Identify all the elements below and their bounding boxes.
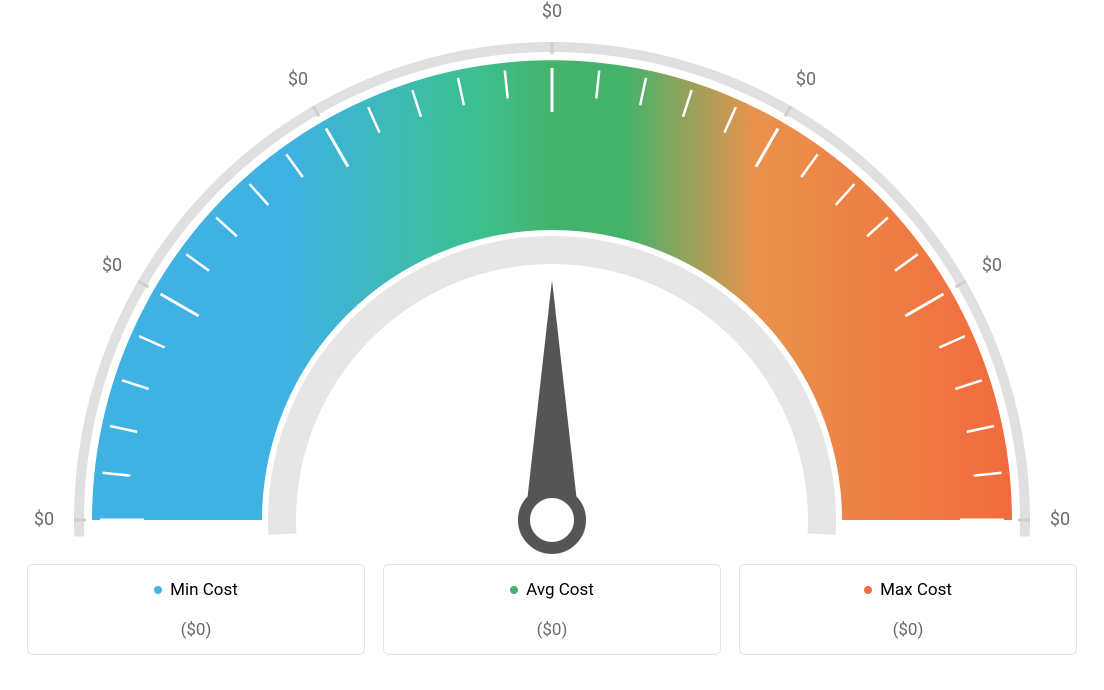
legend-dot-max — [864, 586, 872, 594]
legend-card-avg: Avg Cost ($0) — [383, 564, 721, 655]
legend-dot-min — [154, 586, 162, 594]
gauge-needle-hub — [524, 492, 580, 548]
legend-dot-avg — [510, 586, 518, 594]
legend-title-avg: Avg Cost — [510, 580, 594, 600]
gauge-scale-label: $0 — [542, 1, 562, 22]
legend-label-max: Max Cost — [880, 580, 952, 600]
legend-value-min: ($0) — [38, 620, 354, 640]
gauge-scale-label: $0 — [982, 255, 1002, 276]
cost-gauge: $0 $0 $0 $0 $0 $0 $0 — [0, 0, 1104, 560]
legend-row: Min Cost ($0) Avg Cost ($0) Max Cost ($0… — [27, 564, 1077, 655]
legend-value-avg: ($0) — [394, 620, 710, 640]
legend-card-min: Min Cost ($0) — [27, 564, 365, 655]
gauge-scale-label: $0 — [102, 255, 122, 276]
gauge-scale-label: $0 — [34, 509, 54, 530]
legend-label-avg: Avg Cost — [526, 580, 594, 600]
legend-card-max: Max Cost ($0) — [739, 564, 1077, 655]
gauge-scale-label: $0 — [1050, 509, 1070, 530]
gauge-svg: $0 $0 $0 $0 $0 $0 $0 — [0, 0, 1104, 560]
legend-title-min: Min Cost — [154, 580, 238, 600]
legend-label-min: Min Cost — [170, 580, 238, 600]
legend-value-max: ($0) — [750, 620, 1066, 640]
gauge-scale-label: $0 — [288, 69, 308, 90]
legend-title-max: Max Cost — [864, 580, 952, 600]
gauge-scale-label: $0 — [796, 69, 816, 90]
